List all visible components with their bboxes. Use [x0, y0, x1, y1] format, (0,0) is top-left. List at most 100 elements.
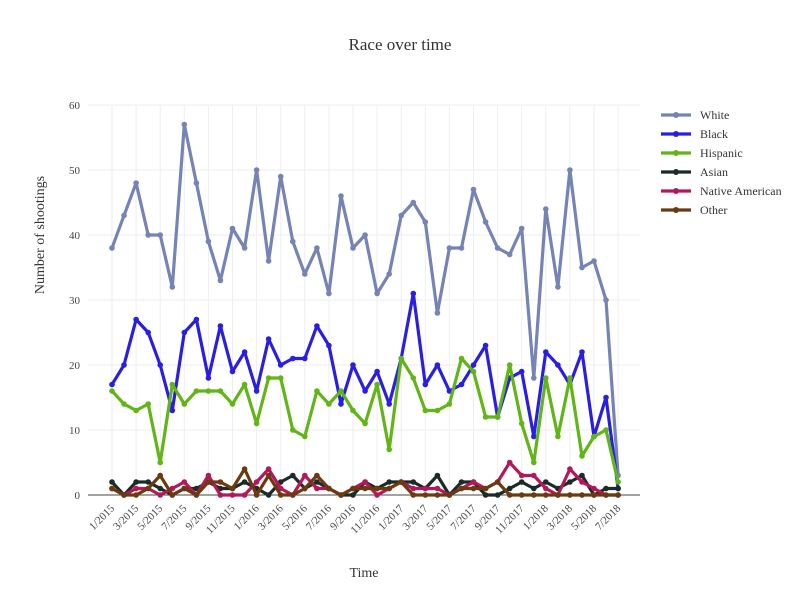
x-tick-label: 1/2018: [521, 502, 551, 532]
data-point: [133, 485, 139, 492]
data-point: [446, 492, 453, 498]
data-point: [265, 492, 272, 498]
legend-item[interactable]: Native American: [661, 184, 782, 198]
legend-swatch-marker: [673, 188, 679, 194]
data-point: [253, 492, 260, 498]
legend-item[interactable]: Hispanic: [661, 146, 743, 160]
data-point: [531, 375, 537, 381]
data-point: [265, 466, 272, 472]
data-point: [494, 414, 501, 420]
data-point: [253, 420, 260, 427]
data-point: [506, 251, 513, 258]
data-point: [121, 212, 127, 219]
data-point: [615, 492, 621, 498]
data-point: [157, 459, 163, 466]
data-point: [494, 479, 501, 485]
data-point: [205, 472, 212, 479]
data-point: [217, 388, 224, 394]
legend-item[interactable]: Black: [661, 127, 728, 141]
data-point: [217, 323, 224, 329]
data-point: [446, 401, 453, 407]
data-point: [591, 492, 597, 498]
legend-item[interactable]: White: [661, 108, 729, 122]
data-point: [253, 167, 260, 173]
data-point: [241, 492, 248, 498]
data-point: [241, 349, 248, 355]
data-point: [603, 394, 609, 401]
data-point: [603, 492, 609, 498]
data-point: [338, 401, 344, 407]
data-point: [374, 485, 380, 492]
data-point: [374, 368, 380, 375]
data-point: [398, 212, 405, 219]
data-point: [470, 362, 477, 368]
data-point: [314, 479, 320, 485]
data-point: [422, 492, 429, 498]
x-tick-label: 3/2015: [111, 502, 141, 532]
data-point: [482, 492, 489, 498]
data-point: [145, 232, 151, 238]
y-axis-title: Number of shootings: [33, 176, 48, 294]
data-point: [494, 245, 501, 251]
data-point: [531, 472, 537, 479]
data-point: [193, 180, 200, 186]
data-point: [145, 485, 151, 492]
data-point: [265, 336, 272, 342]
data-point: [157, 232, 163, 238]
data-point: [398, 355, 405, 362]
data-point: [410, 199, 417, 206]
data-point: [434, 362, 441, 368]
data-point: [446, 245, 453, 251]
data-point: [410, 290, 417, 297]
y-tick-label: 20: [69, 360, 81, 372]
legend-item[interactable]: Asian: [661, 165, 728, 179]
data-point: [350, 485, 356, 492]
legend-item[interactable]: Other: [661, 203, 727, 217]
y-tick-label: 0: [75, 490, 81, 502]
data-point: [603, 485, 609, 492]
data-point: [350, 245, 356, 251]
data-point: [290, 427, 296, 433]
data-point: [314, 245, 320, 251]
data-point: [181, 485, 188, 492]
data-point: [169, 381, 176, 388]
data-point: [579, 349, 585, 355]
data-point: [350, 362, 356, 368]
data-point: [205, 238, 212, 245]
data-point: [350, 407, 356, 414]
data-point: [290, 238, 296, 245]
data-point: [579, 492, 585, 498]
data-point: [410, 485, 417, 492]
data-point: [555, 492, 561, 498]
y-tick-label: 40: [69, 230, 81, 242]
data-point: [422, 219, 429, 225]
legend-swatch-marker: [673, 169, 679, 175]
data-point: [374, 381, 380, 388]
data-point: [591, 485, 597, 492]
data-point: [543, 485, 549, 492]
y-tick-label: 60: [69, 100, 81, 112]
data-point: [531, 485, 537, 492]
data-point: [482, 342, 489, 349]
x-tick-label: 7/2015: [159, 502, 189, 532]
data-point: [362, 388, 368, 394]
data-point: [386, 479, 393, 485]
data-point: [169, 407, 176, 414]
data-point: [109, 479, 115, 485]
data-point: [302, 355, 308, 362]
data-point: [229, 401, 236, 407]
data-point: [217, 492, 224, 498]
data-point: [121, 492, 127, 498]
data-point: [518, 492, 525, 498]
data-point: [422, 407, 429, 414]
data-point: [350, 492, 356, 498]
data-point: [567, 479, 573, 485]
data-point: [386, 446, 393, 453]
data-point: [145, 479, 151, 485]
data-point: [277, 362, 284, 368]
data-point: [362, 479, 368, 485]
x-tick-label: 7/2017: [449, 502, 479, 532]
data-point: [555, 433, 561, 440]
